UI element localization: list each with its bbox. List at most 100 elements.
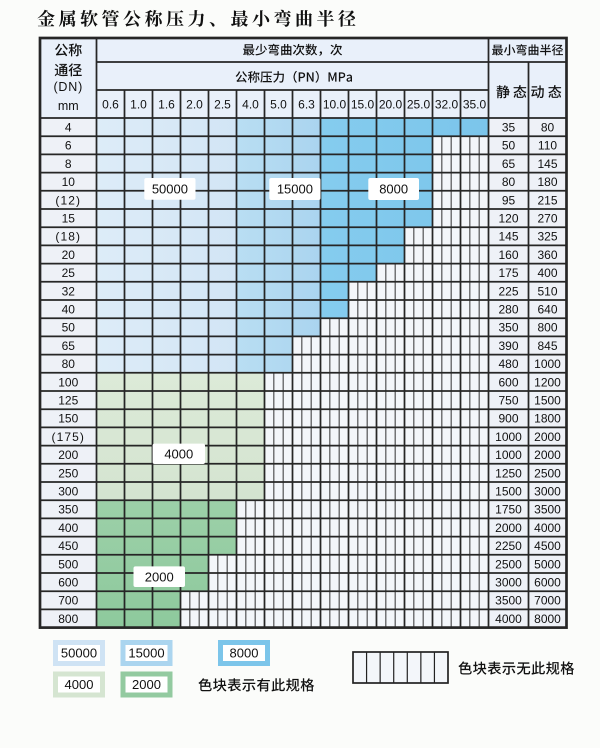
svg-text:4000: 4000	[534, 521, 561, 535]
svg-text:8000: 8000	[534, 612, 561, 626]
svg-text:450: 450	[58, 539, 78, 553]
svg-text:2000: 2000	[534, 430, 561, 444]
svg-text:(DN): (DN)	[53, 80, 83, 94]
svg-text:6: 6	[65, 139, 72, 153]
svg-text:80: 80	[541, 120, 555, 134]
svg-text:mm: mm	[58, 99, 79, 113]
svg-text:3000: 3000	[495, 575, 522, 589]
svg-text:845: 845	[537, 339, 557, 353]
svg-text:700: 700	[58, 594, 78, 608]
svg-text:(18): (18)	[55, 230, 81, 244]
svg-text:0.6: 0.6	[102, 98, 119, 112]
svg-text:8: 8	[65, 157, 72, 171]
svg-text:4500: 4500	[534, 539, 561, 553]
svg-text:280: 280	[498, 302, 518, 316]
svg-text:480: 480	[498, 357, 518, 371]
svg-text:100: 100	[58, 375, 78, 389]
svg-text:3500: 3500	[534, 503, 561, 517]
svg-text:1250: 1250	[495, 466, 522, 480]
svg-text:1.6: 1.6	[158, 98, 175, 112]
svg-text:20: 20	[62, 248, 76, 262]
svg-text:150: 150	[58, 412, 78, 426]
svg-text:65: 65	[62, 339, 76, 353]
svg-text:8000: 8000	[379, 182, 408, 197]
svg-text:4000: 4000	[164, 447, 193, 462]
svg-text:5000: 5000	[534, 557, 561, 571]
svg-text:1800: 1800	[534, 412, 561, 426]
svg-text:5.0: 5.0	[270, 98, 287, 112]
svg-text:2500: 2500	[534, 466, 561, 480]
svg-text:32.0: 32.0	[435, 98, 459, 112]
svg-text:215: 215	[537, 193, 557, 207]
svg-text:10.0: 10.0	[323, 98, 347, 112]
svg-text:2500: 2500	[495, 557, 522, 571]
svg-text:200: 200	[58, 448, 78, 462]
svg-text:3000: 3000	[534, 484, 561, 498]
svg-text:95: 95	[502, 193, 516, 207]
svg-text:1500: 1500	[495, 484, 522, 498]
svg-text:2250: 2250	[495, 539, 522, 553]
svg-text:1000: 1000	[495, 448, 522, 462]
svg-text:6000: 6000	[534, 575, 561, 589]
svg-text:3500: 3500	[495, 594, 522, 608]
svg-text:270: 270	[537, 211, 557, 225]
svg-text:15.0: 15.0	[351, 98, 375, 112]
svg-text:80: 80	[62, 357, 76, 371]
svg-text:2000: 2000	[132, 677, 161, 692]
svg-text:400: 400	[537, 266, 557, 280]
svg-text:4000: 4000	[495, 612, 522, 626]
svg-text:4.0: 4.0	[242, 98, 259, 112]
svg-text:125: 125	[58, 393, 78, 407]
svg-text:2000: 2000	[534, 448, 561, 462]
svg-text:250: 250	[58, 466, 78, 480]
svg-text:80: 80	[502, 175, 516, 189]
svg-text:180: 180	[537, 175, 557, 189]
svg-text:600: 600	[58, 575, 78, 589]
svg-text:160: 160	[498, 248, 518, 262]
svg-text:350: 350	[498, 321, 518, 335]
svg-text:2.0: 2.0	[186, 98, 203, 112]
svg-text:225: 225	[498, 284, 518, 298]
svg-text:15: 15	[62, 211, 76, 225]
svg-text:750: 750	[498, 393, 518, 407]
svg-text:2000: 2000	[495, 521, 522, 535]
svg-text:360: 360	[537, 248, 557, 262]
svg-text:145: 145	[537, 157, 557, 171]
svg-text:6.3: 6.3	[298, 98, 315, 112]
svg-text:510: 510	[537, 284, 557, 298]
svg-text:4000: 4000	[65, 677, 94, 692]
svg-text:65: 65	[502, 157, 516, 171]
svg-text:120: 120	[498, 211, 518, 225]
svg-text:1000: 1000	[534, 357, 561, 371]
svg-text:32: 32	[62, 284, 76, 298]
svg-text:25.0: 25.0	[407, 98, 431, 112]
svg-text:1750: 1750	[495, 503, 522, 517]
svg-text:1.0: 1.0	[130, 98, 147, 112]
svg-text:800: 800	[537, 321, 557, 335]
svg-text:50000: 50000	[152, 182, 188, 197]
svg-text:400: 400	[58, 521, 78, 535]
svg-text:15000: 15000	[277, 182, 313, 197]
svg-text:110: 110	[538, 139, 557, 153]
svg-text:8000: 8000	[230, 646, 259, 661]
svg-text:4: 4	[65, 120, 72, 134]
svg-text:1000: 1000	[495, 430, 522, 444]
svg-text:500: 500	[58, 557, 78, 571]
svg-text:1500: 1500	[534, 393, 561, 407]
svg-text:(175): (175)	[51, 430, 85, 444]
svg-text:20.0: 20.0	[379, 98, 403, 112]
svg-text:2000: 2000	[145, 569, 174, 584]
svg-text:175: 175	[498, 266, 518, 280]
svg-text:10: 10	[62, 175, 76, 189]
svg-text:50: 50	[502, 139, 516, 153]
svg-text:390: 390	[498, 339, 518, 353]
svg-text:640: 640	[537, 302, 557, 316]
svg-text:350: 350	[58, 503, 78, 517]
svg-text:800: 800	[58, 612, 78, 626]
svg-text:15000: 15000	[128, 646, 164, 661]
svg-text:50: 50	[62, 321, 76, 335]
svg-text:325: 325	[537, 230, 557, 244]
svg-text:900: 900	[498, 412, 518, 426]
svg-text:145: 145	[498, 230, 518, 244]
svg-text:50000: 50000	[61, 646, 97, 661]
